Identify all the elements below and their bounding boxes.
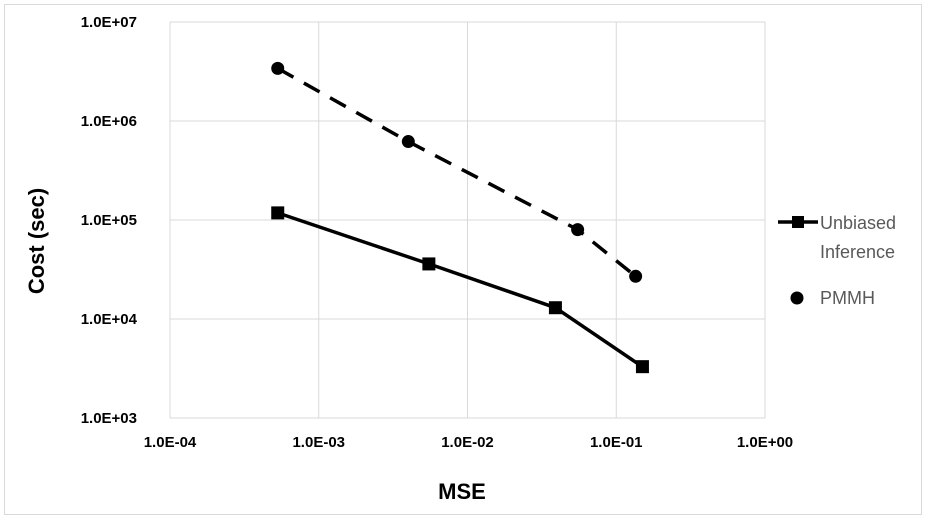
x-tick-label: 1.0E-02 xyxy=(441,434,494,451)
x-tick-label: 1.0E-03 xyxy=(292,434,345,451)
legend-label-unbiased-line2: Inference xyxy=(820,242,895,262)
legend-item-pmmh: PMMH xyxy=(790,288,875,308)
y-tick-label: 1.0E+07 xyxy=(81,14,137,31)
data-point-circle xyxy=(271,61,285,75)
series-line-pmmh xyxy=(276,66,637,278)
series-layer xyxy=(271,61,649,374)
data-point-square xyxy=(271,206,285,220)
plot-area-border xyxy=(169,21,766,419)
series-line-unbiased-inference xyxy=(277,211,644,369)
legend-label-pmmh: PMMH xyxy=(820,288,875,308)
legend-label-unbiased-line1: Unbiased xyxy=(820,213,896,233)
legend-item-unbiased-inference: Unbiased Inference xyxy=(778,213,896,262)
data-point-circle xyxy=(401,135,415,149)
data-point-circle xyxy=(571,223,585,237)
x-tick-label: 1.0E-01 xyxy=(590,434,643,451)
y-tick-label: 1.0E+04 xyxy=(81,311,138,328)
chart-area xyxy=(4,4,922,515)
x-axis-title: MSE xyxy=(438,479,486,504)
x-tick-label: 1.0E+00 xyxy=(737,434,793,451)
data-point-circle xyxy=(629,269,643,283)
y-axis-title: Cost (sec) xyxy=(24,188,49,294)
data-point-square xyxy=(635,360,649,374)
y-tick-label: 1.0E+03 xyxy=(81,410,137,427)
y-tick-label: 1.0E+05 xyxy=(81,212,137,229)
gridlines xyxy=(169,21,766,419)
x-tick-label: 1.0E-04 xyxy=(144,434,197,451)
legend-marker-square xyxy=(792,216,804,228)
data-point-square xyxy=(422,257,436,271)
data-point-square xyxy=(548,301,562,315)
tick-labels: 1.0E-04 1.0E-03 1.0E-02 1.0E-01 1.0E+00 1.0E+… xyxy=(81,14,793,451)
legend-marker-circle xyxy=(790,291,804,305)
y-tick-label: 1.0E+06 xyxy=(81,113,137,130)
legend: Unbiased Inference PMMH xyxy=(778,213,896,308)
